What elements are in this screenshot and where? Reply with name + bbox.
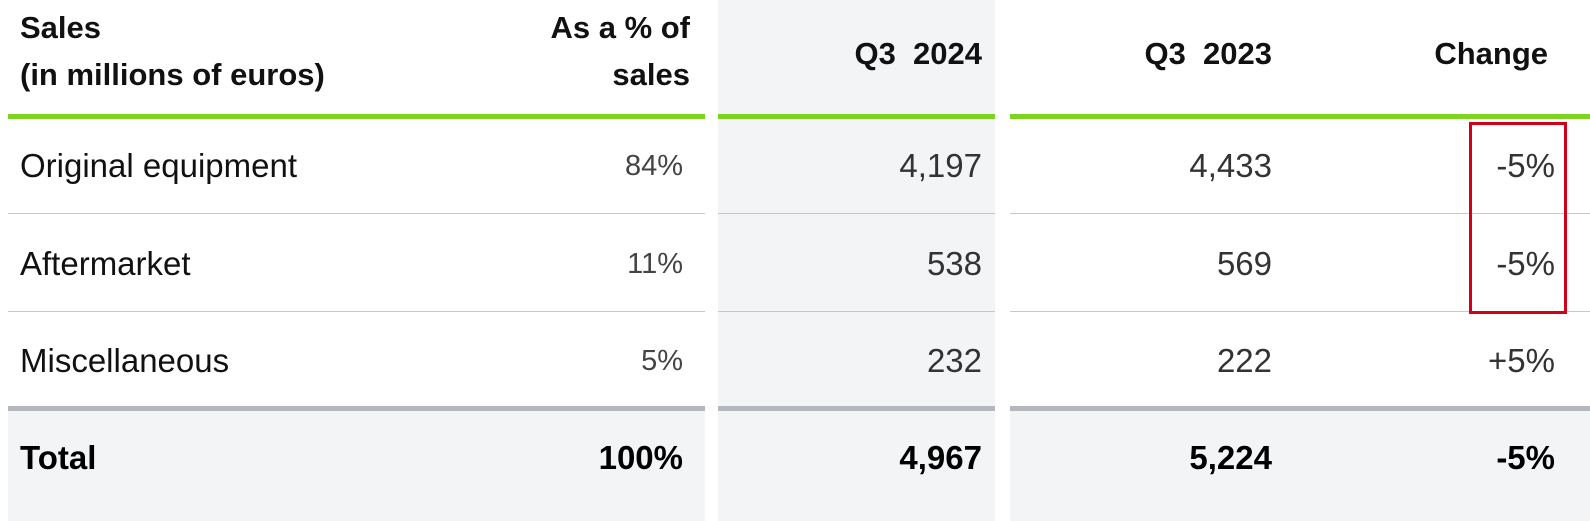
row-q3-2024: 232 [926,342,982,379]
q3-2024-column-shade [718,0,995,521]
row-q3-2024: 538 [926,245,982,282]
row-q3-2023: 222 [1216,342,1272,379]
total-row-shade-right [1010,407,1590,521]
row-label-miscellaneous: Miscellaneous [20,342,230,379]
total-rule [8,406,705,411]
row-change: -5% [1496,245,1555,282]
row-change: +5% [1488,342,1555,379]
row-change: -5% [1496,147,1555,184]
total-pct: 100% [598,439,683,476]
header-q3-2024: Q3 2024 [854,36,982,71]
total-change: -5% [1496,439,1555,476]
header-rule [718,114,995,119]
change-highlight-box [1469,122,1567,314]
row-pct: 5% [641,345,683,377]
row-divider [1010,311,1590,312]
header-q3-2023: Q3 2023 [1144,36,1272,71]
header-percent-of-sales: As a % of sales [440,4,690,98]
row-q3-2023: 4,433 [1189,147,1272,184]
header-sales-line1: Sales [20,10,102,45]
row-label-original-equipment: Original equipment [20,147,297,184]
total-q3-2024: 4,967 [899,439,982,476]
header-rule [1010,114,1590,119]
header-pct-line1: As a % of [550,10,690,45]
row-q3-2024: 4,197 [899,147,982,184]
row-label-aftermarket: Aftermarket [20,245,191,282]
header-rule [8,114,705,119]
total-row-shade-left [8,407,705,521]
row-divider [1010,213,1590,214]
row-divider [718,213,995,214]
row-divider [8,213,705,214]
row-pct: 11% [627,248,683,280]
total-label: Total [20,439,97,476]
row-divider [718,311,995,312]
header-change: Change [1434,36,1548,71]
total-q3-2023: 5,224 [1189,439,1272,476]
total-rule [718,406,995,411]
header-pct-line2: sales [612,57,690,92]
total-rule [1010,406,1590,411]
header-sales-line2: (in millions of euros) [20,57,325,92]
row-pct: 84% [624,150,683,182]
header-sales: Sales (in millions of euros) [20,4,325,98]
row-q3-2023: 569 [1216,245,1272,282]
row-divider [8,311,705,312]
